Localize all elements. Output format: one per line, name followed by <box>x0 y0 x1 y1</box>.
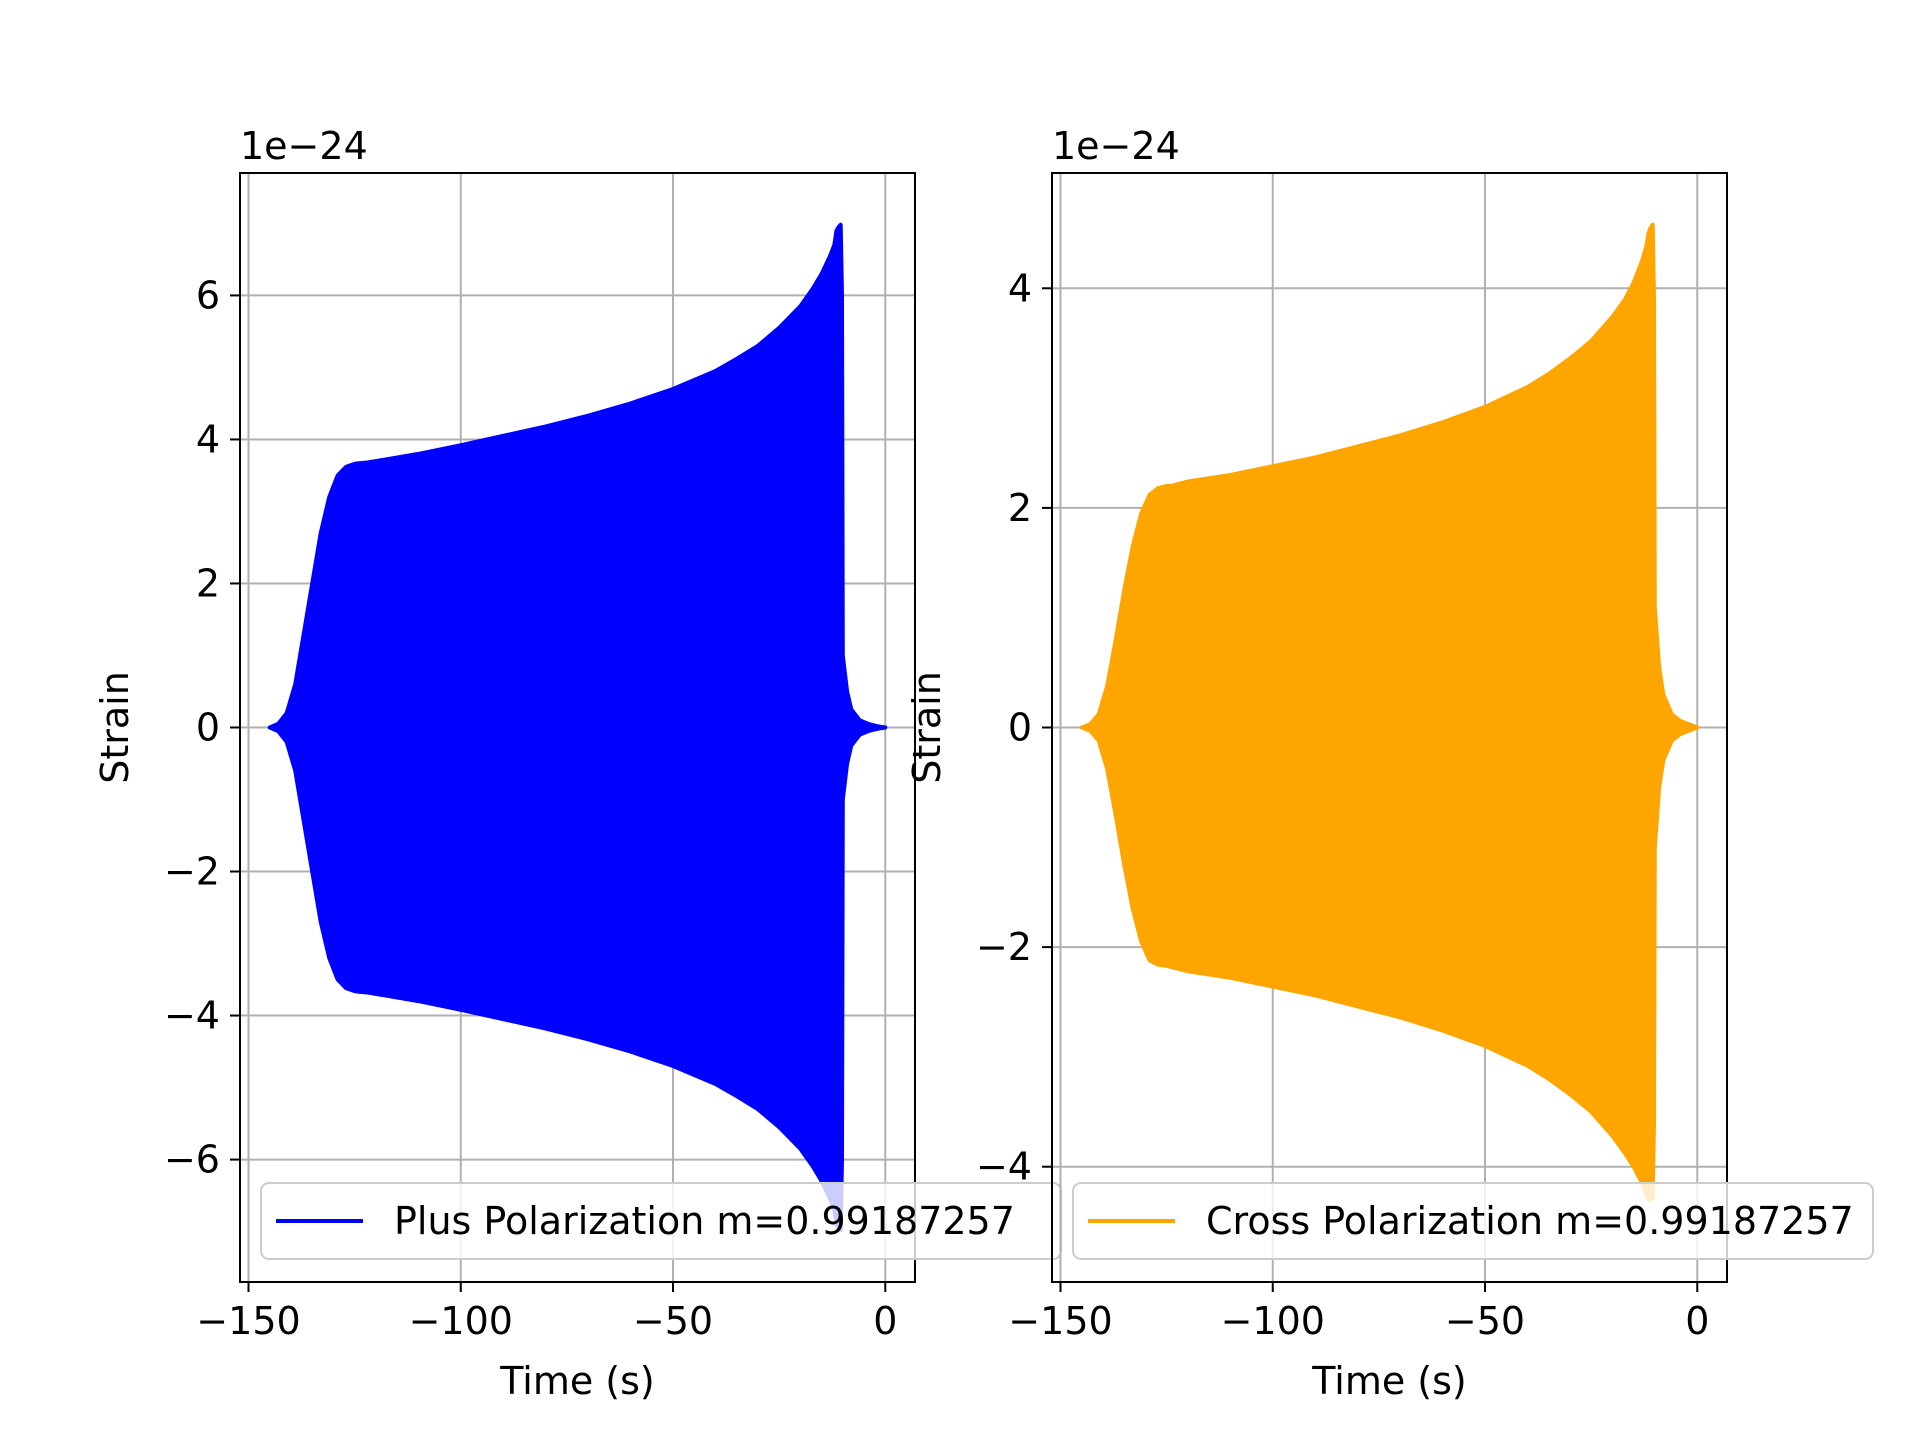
y-axis-label: Strain <box>93 671 137 784</box>
x-tick-label: −50 <box>1445 1299 1525 1343</box>
x-axis-label: Time (s) <box>1311 1359 1467 1403</box>
y-tick-label: −2 <box>976 925 1032 969</box>
y-tick-label: 2 <box>1008 486 1032 530</box>
x-tick-label: −100 <box>409 1299 513 1343</box>
subplot-1: −150 −100 −50 0 −6 −4 −2 0 2 4 6 Time (s) Strain 1e−2… <box>93 124 1062 1403</box>
y-tick-label: −4 <box>164 994 220 1038</box>
series-1-waveform <box>267 222 888 1233</box>
y-tick-label: 0 <box>1008 706 1032 750</box>
legend: Cross Polarization m=0.99187257 <box>1072 1182 1874 1260</box>
x-tick-label: −150 <box>1008 1299 1112 1343</box>
legend-box <box>1072 1182 1874 1260</box>
y-tick-label: 0 <box>196 706 220 750</box>
x-tick-label: −100 <box>1221 1299 1325 1343</box>
y-tick-label: −4 <box>976 1145 1032 1189</box>
x-tick-label: −50 <box>633 1299 713 1343</box>
y-tick-label: −2 <box>164 850 220 894</box>
subplot-2: −150 −100 −50 0 −4 −2 0 2 4 Time (s) Strain 1e−24 Cr… <box>905 124 1874 1403</box>
y-tick-label: −6 <box>164 1138 220 1182</box>
series-1-waveform <box>1079 222 1700 1202</box>
legend-label: Cross Polarization m=0.99187257 <box>1206 1199 1854 1243</box>
y-axis-label: Strain <box>905 671 949 784</box>
x-tick-label: 0 <box>1685 1299 1709 1343</box>
y-tick-label: 6 <box>196 273 220 317</box>
offset-text: 1e−24 <box>240 124 368 168</box>
legend-label: Plus Polarization m=0.99187257 <box>394 1199 1015 1243</box>
y-tick-label: 4 <box>1008 266 1032 310</box>
legend: Plus Polarization m=0.99187257 <box>260 1182 1062 1260</box>
x-axis-label: Time (s) <box>499 1359 655 1403</box>
y-tick-label: 2 <box>196 561 220 605</box>
x-tick-label: 0 <box>873 1299 897 1343</box>
offset-text: 1e−24 <box>1052 124 1180 168</box>
x-tick-label: −150 <box>196 1299 300 1343</box>
y-tick-label: 4 <box>196 417 220 461</box>
